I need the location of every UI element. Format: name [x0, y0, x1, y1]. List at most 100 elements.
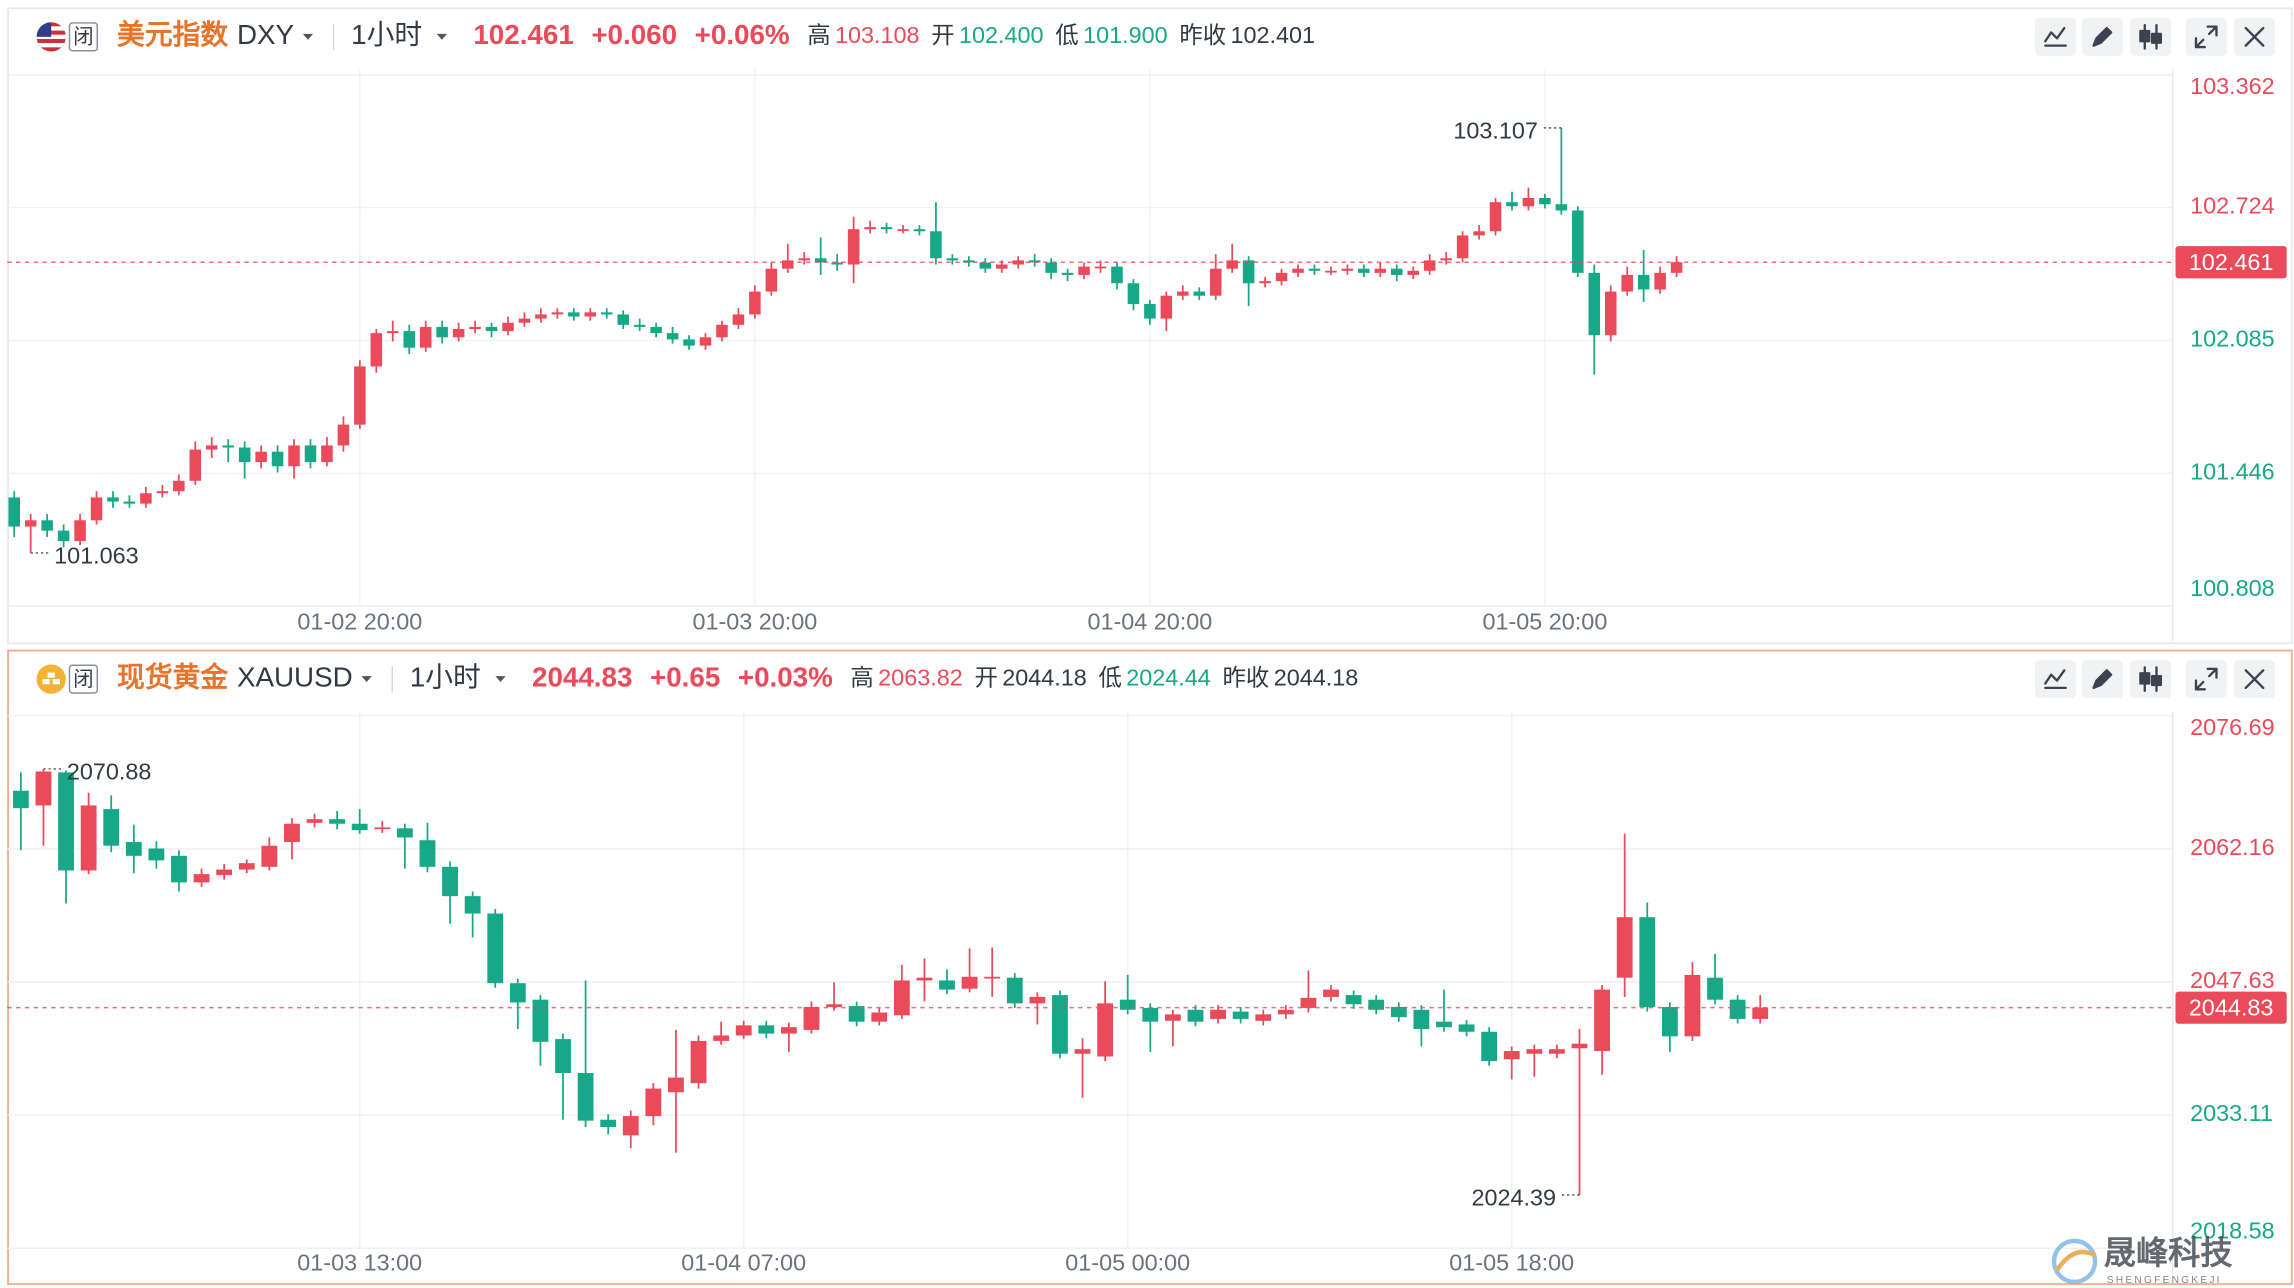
candle-body	[1654, 272, 1666, 290]
toolbar-button[interactable]	[2130, 660, 2172, 699]
candle-body	[1164, 1014, 1181, 1021]
instrument-symbol[interactable]: DXY	[237, 19, 294, 50]
toolbar-button[interactable]	[2185, 660, 2227, 699]
last-price-tag	[2175, 991, 2287, 1024]
candle	[1029, 992, 1046, 1025]
candle-body	[1506, 202, 1518, 207]
candle	[304, 439, 317, 469]
dropdown-caret[interactable]	[302, 33, 314, 40]
candle-body	[1456, 235, 1469, 259]
button-icon[interactable]	[2044, 669, 2067, 690]
candle	[1555, 127, 1568, 215]
candle-body	[452, 328, 465, 338]
candle-body	[930, 231, 942, 259]
y-tick-label: 2076.69	[2190, 714, 2275, 740]
button-icon[interactable]	[2244, 26, 2265, 47]
candle-body	[716, 324, 728, 338]
candle-body	[1729, 999, 1746, 1019]
candle	[814, 237, 827, 275]
candle-body	[1489, 202, 1502, 232]
candle-body	[1390, 1007, 1407, 1018]
candle-body	[946, 258, 959, 261]
button-icon[interactable]	[2244, 669, 2265, 690]
candle	[1210, 1005, 1226, 1024]
candle-body	[1045, 262, 1057, 273]
stat-label: 高	[807, 22, 830, 48]
candle-body	[1539, 197, 1551, 205]
toolbar-button[interactable]	[2234, 660, 2275, 699]
x-tick-label: 01-04 20:00	[1087, 609, 1212, 635]
stat-value: 101.900	[1083, 22, 1168, 48]
button-icon[interactable]	[2194, 667, 2218, 691]
button-icon[interactable]	[2139, 23, 2163, 50]
candle	[387, 320, 399, 342]
candle-body	[1458, 1024, 1475, 1032]
candle	[261, 837, 278, 871]
candle	[930, 202, 942, 265]
interval[interactable]: 1小时	[410, 661, 481, 692]
button-bg[interactable]	[2185, 17, 2227, 56]
quote-price: 2044.83	[532, 661, 632, 692]
button-bg[interactable]	[2130, 660, 2172, 699]
candle	[600, 308, 613, 319]
candle-body	[1358, 268, 1370, 273]
candle	[1413, 1005, 1430, 1047]
candle-body	[765, 268, 778, 292]
button-icon[interactable]	[2092, 669, 2113, 690]
button-icon[interactable]	[2044, 26, 2067, 47]
candle-body	[370, 333, 383, 367]
candle-body	[469, 326, 481, 329]
candle	[1226, 243, 1238, 273]
candle	[1670, 256, 1683, 278]
candle	[1539, 193, 1551, 209]
candle	[1637, 249, 1650, 302]
y-tick-label: 2033.11	[2190, 1100, 2273, 1126]
candle-body	[156, 491, 169, 494]
toolbar-button[interactable]	[2185, 17, 2227, 56]
candle	[464, 891, 481, 938]
button-icon[interactable]	[2139, 666, 2163, 692]
toolbar-button[interactable]	[2035, 660, 2077, 699]
candle-body	[354, 366, 366, 425]
instrument-symbol[interactable]: XAUUSD	[237, 661, 353, 692]
toolbar-button[interactable]	[2130, 17, 2172, 56]
candle-body	[306, 819, 323, 823]
button-icon[interactable]	[2092, 26, 2113, 47]
candle	[1391, 264, 1403, 282]
dropdown-caret[interactable]	[495, 676, 506, 683]
instrument-name[interactable]: 美元指数	[117, 19, 228, 50]
candle	[1277, 1005, 1294, 1019]
candle-body	[1522, 197, 1535, 207]
candle-body	[979, 262, 992, 269]
candle-body	[238, 863, 255, 870]
toolbar-button[interactable]	[2234, 17, 2275, 56]
candle-body	[1407, 270, 1419, 275]
toolbar-button[interactable]	[2081, 17, 2123, 56]
candle-body	[1345, 995, 1362, 1005]
candle	[24, 514, 37, 553]
candle	[90, 491, 103, 525]
candle-body	[668, 1077, 684, 1093]
toolbar-button[interactable]	[2081, 660, 2123, 699]
instrument-name[interactable]: 现货黄金	[117, 661, 228, 692]
button-bg[interactable]	[2130, 17, 2172, 56]
quote-change: +0.65	[650, 661, 720, 692]
candle	[1275, 268, 1288, 286]
candle	[222, 439, 234, 463]
button-icon[interactable]	[2194, 25, 2218, 49]
candle	[1160, 291, 1173, 332]
y-tick-label: 100.808	[2190, 575, 2275, 601]
toolbar-button[interactable]	[2035, 17, 2077, 56]
dropdown-caret[interactable]	[361, 676, 372, 683]
candle-body	[12, 790, 29, 809]
candle-body	[1232, 1011, 1249, 1019]
button-bg[interactable]	[2185, 660, 2227, 699]
dropdown-caret[interactable]	[436, 33, 448, 40]
candle-body	[337, 424, 350, 446]
candle-body	[780, 1027, 797, 1034]
candle	[1028, 254, 1041, 267]
interval[interactable]: 1小时	[351, 19, 422, 50]
candle-body	[140, 493, 152, 504]
chart-panel: 2018.58 2033.11 2047.63 2062.16 2076.69 01-03…	[7, 649, 2293, 1285]
